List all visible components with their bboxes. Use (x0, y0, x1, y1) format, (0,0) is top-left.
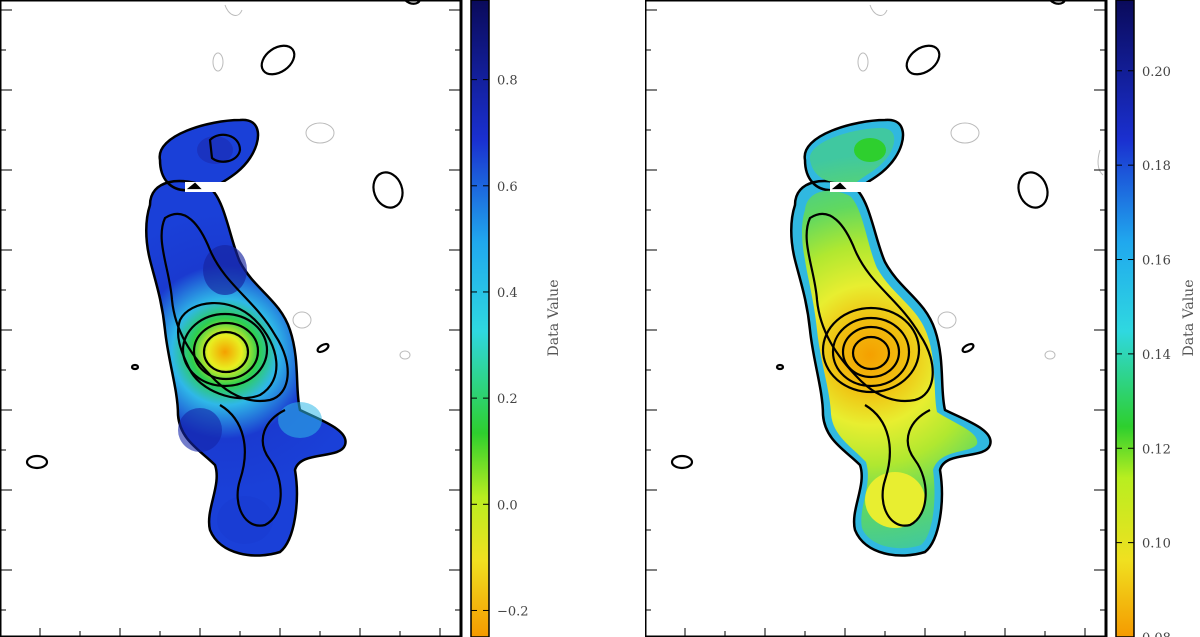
colorbar-tick-label: 0.20 (1142, 65, 1171, 80)
colorbar-tick-label: 0.8 (497, 74, 518, 89)
dark-blob (203, 245, 247, 295)
colorbar-tick-label: 0.16 (1142, 254, 1171, 269)
yellow-blob (865, 472, 925, 528)
colorbar (470, 0, 490, 637)
colorbar-label: Data Value (546, 280, 562, 357)
colorbar-tick-label: 0.08 (1142, 631, 1171, 637)
dark-blob (197, 136, 233, 164)
colorbar-tick-label: 0.6 (497, 180, 518, 195)
colorbar-ticks: −0.2 0.0 0.2 0.4 0.6 0.8 (471, 74, 529, 619)
error-map-panel: 0.08 0.10 0.12 0.14 0.16 0.18 0.20 Data Value (645, 0, 1200, 637)
negative-contours (857, 4, 1104, 360)
blank-patch (830, 182, 870, 192)
colorbar (1115, 0, 1135, 637)
colorbar-ticks: 0.08 0.10 0.12 0.14 0.16 0.18 0.20 (1116, 65, 1171, 637)
contour-lines (670, 0, 1067, 527)
colorbar-tick-label: 0.18 (1142, 159, 1171, 174)
left-map-svg: −0.2 0.0 0.2 0.4 0.6 0.8 Data Value (0, 0, 562, 637)
colorbar-tick-label: 0.0 (497, 498, 518, 513)
dark-blob (217, 496, 273, 544)
blank-patch (185, 182, 225, 192)
spectral-index-panel: −0.2 0.0 0.2 0.4 0.6 0.8 Data Value (0, 0, 562, 637)
dark-blob (178, 408, 222, 452)
light-blob (278, 402, 322, 438)
colorbar-tick-label: 0.10 (1142, 537, 1171, 552)
green-blob (854, 138, 886, 162)
colorbar-tick-label: 0.14 (1142, 348, 1171, 363)
negative-contours (212, 4, 411, 360)
frame-ticks (645, 9, 1106, 637)
frame-ticks (0, 9, 461, 637)
colorbar-label: Data Value (1181, 280, 1197, 357)
colorbar-tick-label: −0.2 (497, 604, 529, 619)
contour-lines (25, 0, 422, 527)
colorbar-tick-label: 0.4 (497, 286, 518, 301)
right-map-svg: 0.08 0.10 0.12 0.14 0.16 0.18 0.20 Data Value (645, 0, 1197, 637)
colorbar-tick-label: 0.12 (1142, 442, 1171, 457)
colorbar-tick-label: 0.2 (497, 392, 518, 407)
